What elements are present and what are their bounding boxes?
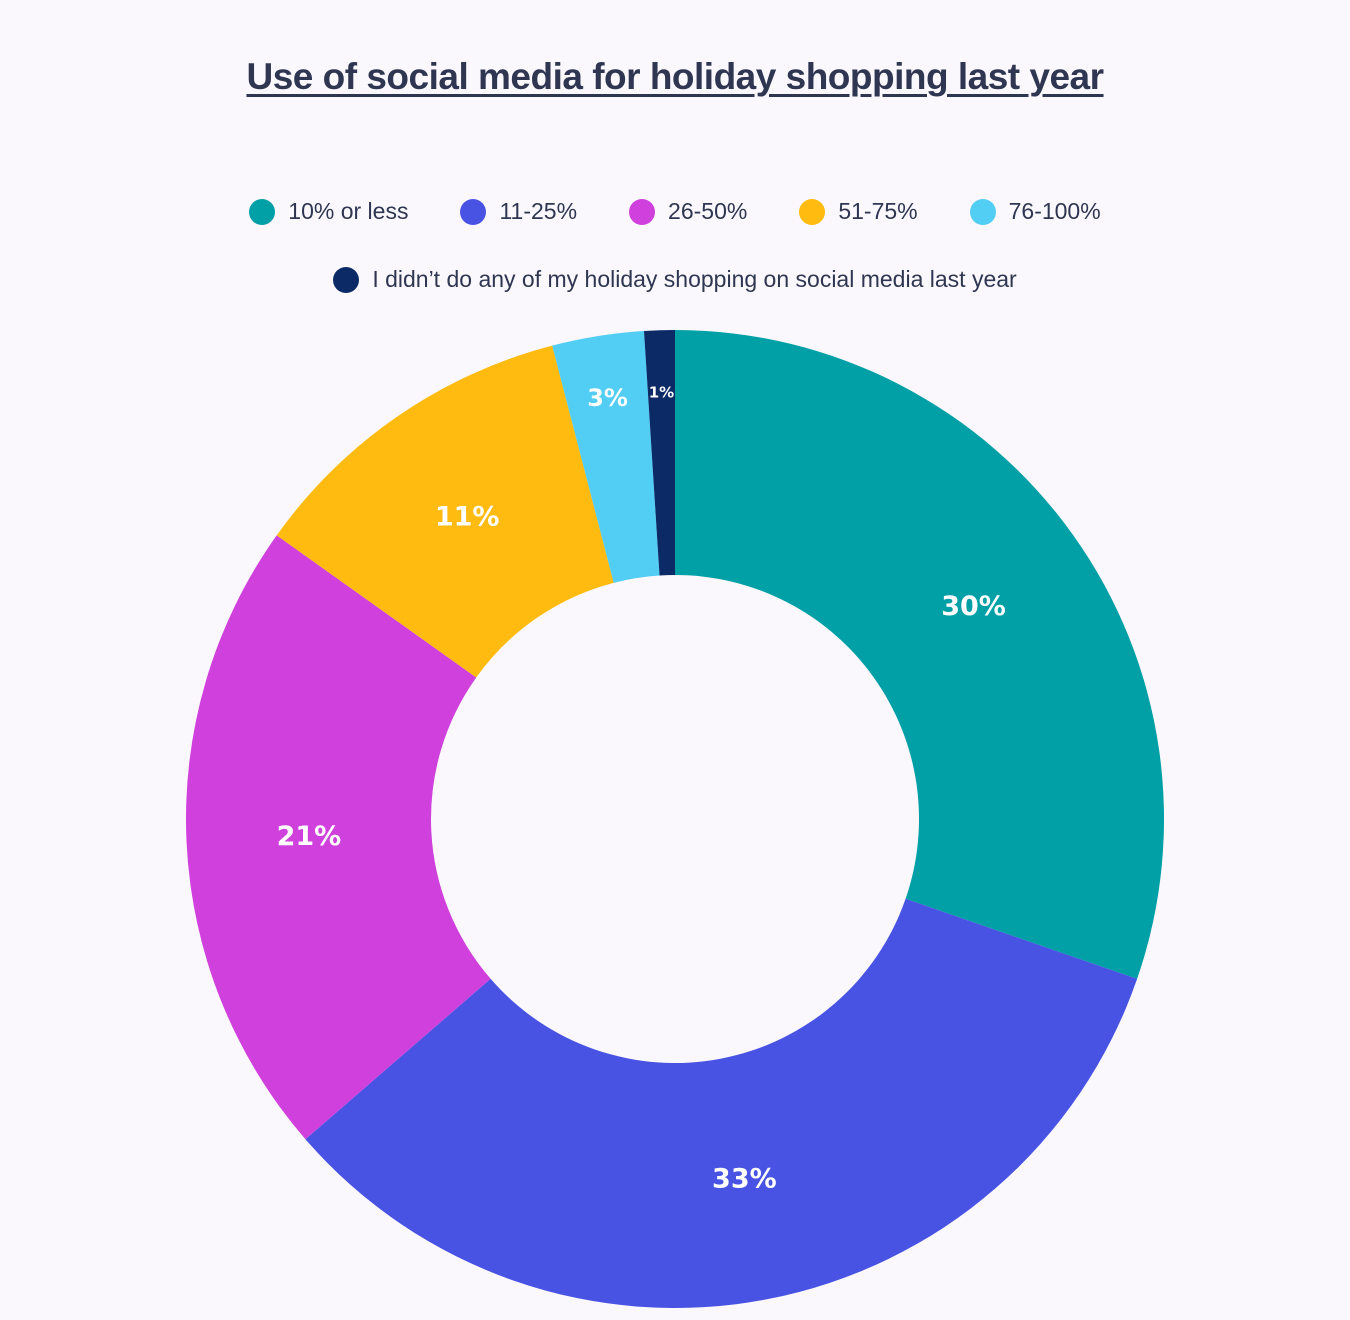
slice-11-25 [305,898,1138,1308]
legend-item-26-50: 26-50% [629,198,747,225]
legend-swatch-none [333,266,360,293]
legend-label-none: I didn’t do any of my holiday shopping o… [372,266,1017,292]
legend-swatch-11-25 [460,198,487,225]
legend-swatch-26-50 [629,198,656,225]
legend-swatch-10-or-less [249,198,276,225]
slice-26-50 [185,535,491,1140]
slice-10-or-less [675,330,1164,979]
legend-item-76-100: 76-100% [969,198,1101,225]
slice-label-i-didn-t-do-any-of-my-holiday-: 1% [649,384,674,402]
legend-label-76-100: 76-100% [1008,198,1101,224]
legend-item-51-75: 51-75% [799,198,918,225]
slice-51-75 [276,345,614,678]
slice-label-11-25: 33% [712,1163,777,1194]
slice-i-didn-t-do-any-of-my-holiday- [643,330,675,576]
legend-item-none: I didn’t do any of my holiday shopping o… [333,266,1017,293]
legend-swatch-76-100 [969,198,996,225]
slice-label-10-or-less: 30% [941,591,1006,622]
legend-label-11-25: 11-25% [499,198,578,224]
legend-swatch-51-75 [799,198,826,225]
legend-item-10-or-less: 10% or less [249,198,408,225]
legend-label-10-or-less: 10% or less [288,198,409,224]
legend-row-1: 10% or less 11-25% 26-50% 51-75% 76-100% [0,198,1350,225]
legend-row-2: I didn’t do any of my holiday shopping o… [0,266,1350,293]
slice-label-26-50: 21% [277,821,342,852]
chart-title: Use of social media for holiday shopping… [246,56,1104,97]
legend-label-51-75: 51-75% [838,198,918,224]
legend-item-11-25: 11-25% [460,198,577,225]
legend-label-26-50: 26-50% [668,198,748,224]
slice-label-51-75: 11% [435,502,500,533]
slice-76-100 [552,330,660,583]
slice-label-76-100: 3% [587,384,628,412]
